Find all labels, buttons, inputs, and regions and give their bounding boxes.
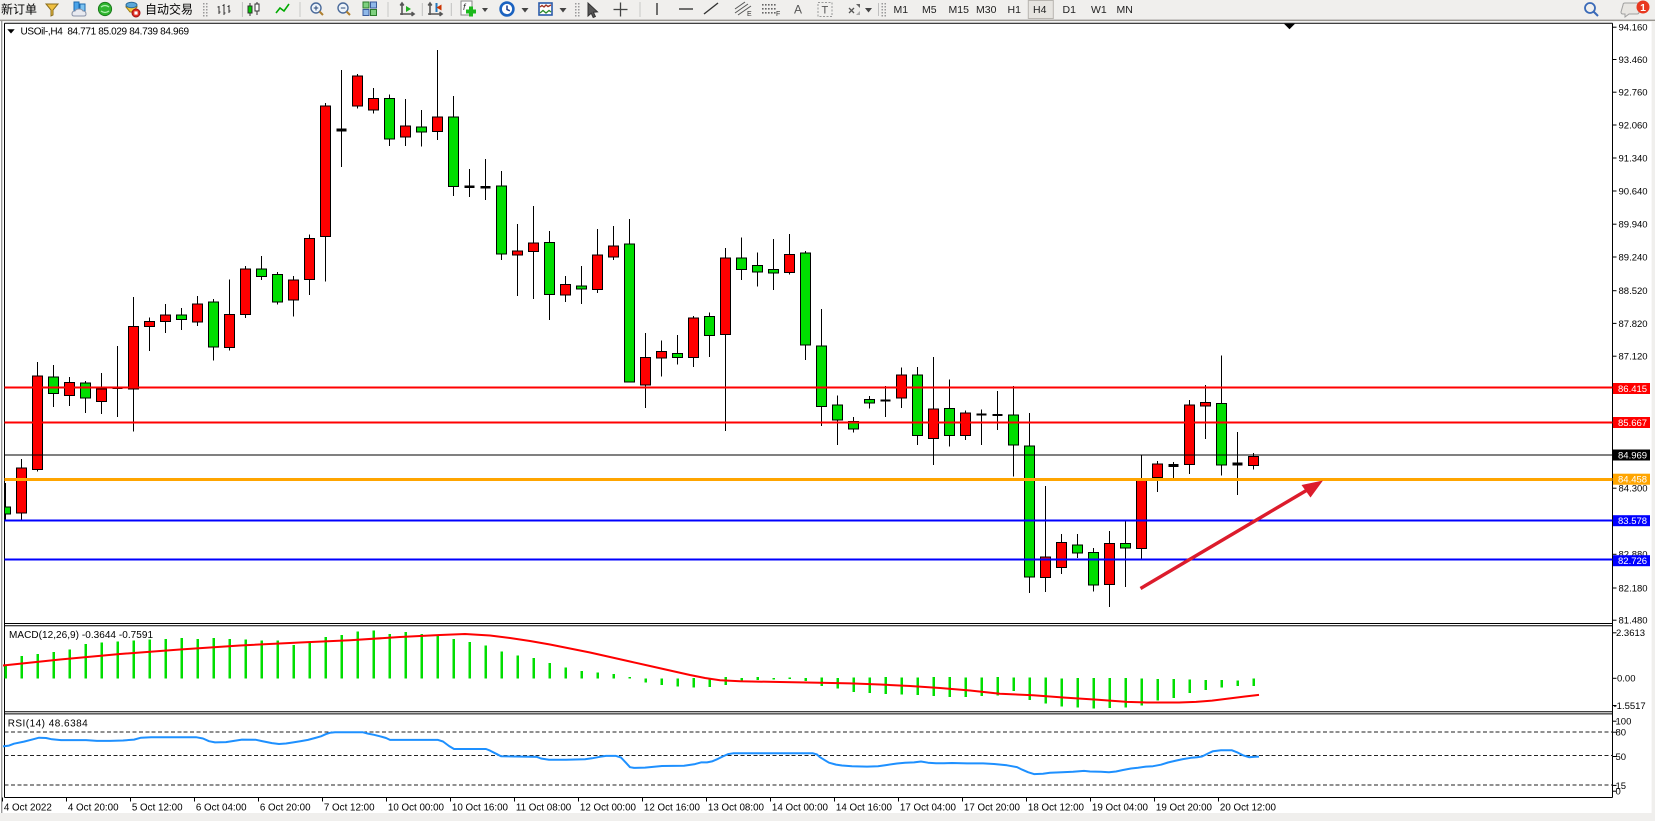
svg-text:82.180: 82.180 [1619,583,1648,594]
svg-text:80: 80 [1616,728,1627,739]
svg-text:89.240: 89.240 [1619,252,1648,263]
svg-text:50: 50 [1616,752,1627,763]
svg-text:10 Oct 00:00: 10 Oct 00:00 [388,803,445,814]
svg-text:93.460: 93.460 [1619,55,1648,66]
svg-text:17 Oct 20:00: 17 Oct 20:00 [964,803,1021,814]
svg-text:−: − [340,3,345,13]
svg-text:90.640: 90.640 [1619,186,1648,197]
svg-text:84.300: 84.300 [1619,484,1648,495]
svg-text:H1: H1 [1008,4,1022,16]
svg-text:A: A [794,3,802,17]
svg-text:11 Oct 08:00: 11 Oct 08:00 [516,803,572,814]
svg-text:0.00: 0.00 [1617,674,1636,685]
svg-text:f: f [463,2,467,12]
svg-text:新订单: 新订单 [1,2,37,17]
svg-text:6 Oct 04:00: 6 Oct 04:00 [196,803,247,814]
svg-text:M15: M15 [949,4,970,16]
svg-text:19 Oct 04:00: 19 Oct 04:00 [1092,803,1149,814]
svg-text:82.726: 82.726 [1618,556,1647,567]
svg-text:12 Oct 00:00: 12 Oct 00:00 [580,803,637,814]
svg-text:自动交易: 自动交易 [145,2,193,17]
svg-text:81.480: 81.480 [1619,616,1648,627]
svg-text:MN: MN [1117,4,1133,16]
svg-text:W1: W1 [1091,4,1107,16]
svg-text:E: E [747,11,752,18]
svg-text:84.458: 84.458 [1618,475,1647,486]
svg-text:87.120: 87.120 [1619,352,1648,363]
svg-text:T: T [822,5,829,17]
svg-text:91.340: 91.340 [1619,153,1648,164]
svg-text:-1.5517: -1.5517 [1614,701,1646,712]
svg-text:5 Oct 12:00: 5 Oct 12:00 [132,803,183,814]
svg-text:D1: D1 [1063,4,1077,16]
svg-text:4 Oct 20:00: 4 Oct 20:00 [68,803,119,814]
svg-text:17 Oct 04:00: 17 Oct 04:00 [900,803,957,814]
svg-text:12 Oct 16:00: 12 Oct 16:00 [644,803,701,814]
svg-text:20 Oct 12:00: 20 Oct 12:00 [1220,803,1277,814]
svg-text:84.969: 84.969 [1618,450,1647,461]
svg-text:F: F [776,11,780,18]
svg-text:6 Oct 20:00: 6 Oct 20:00 [260,803,311,814]
svg-text:94.160: 94.160 [1619,23,1648,34]
svg-text:10 Oct 16:00: 10 Oct 16:00 [452,803,509,814]
svg-text:15: 15 [1616,781,1627,792]
svg-text:H4: H4 [1033,4,1047,16]
svg-text:85.667: 85.667 [1618,418,1647,429]
svg-text:19 Oct 20:00: 19 Oct 20:00 [1156,803,1213,814]
svg-text:83.578: 83.578 [1618,516,1647,527]
svg-text:M5: M5 [922,4,937,16]
svg-text:M1: M1 [894,4,909,16]
svg-text:7 Oct 12:00: 7 Oct 12:00 [324,803,375,814]
svg-text:92.060: 92.060 [1619,120,1648,131]
svg-text:+: + [313,3,318,13]
svg-text:100: 100 [1616,717,1632,728]
svg-text:RSI(14) 48.6384: RSI(14) 48.6384 [8,719,88,730]
svg-text:M30: M30 [976,4,997,16]
svg-text:14 Oct 00:00: 14 Oct 00:00 [772,803,829,814]
svg-text:1: 1 [1640,2,1646,14]
svg-text:88.520: 88.520 [1619,286,1648,297]
svg-text:18 Oct 12:00: 18 Oct 12:00 [1028,803,1085,814]
svg-text:86.415: 86.415 [1618,384,1647,395]
svg-text:14 Oct 16:00: 14 Oct 16:00 [836,803,893,814]
svg-text:89.940: 89.940 [1619,220,1648,231]
svg-text:MACD(12,26,9) -0.3644 -0.7591: MACD(12,26,9) -0.3644 -0.7591 [9,630,153,641]
svg-text:92.760: 92.760 [1619,88,1648,99]
svg-text:87.820: 87.820 [1619,319,1648,330]
svg-text:4 Oct 2022: 4 Oct 2022 [4,803,52,814]
svg-text:13 Oct 08:00: 13 Oct 08:00 [708,803,765,814]
svg-text:USOil-,H4 84.771 85.029 84.73: USOil-,H4 84.771 85.029 84.739 84.969 [21,27,190,38]
svg-text:2.3613: 2.3613 [1616,628,1645,639]
svg-text:0: 0 [1616,787,1621,798]
